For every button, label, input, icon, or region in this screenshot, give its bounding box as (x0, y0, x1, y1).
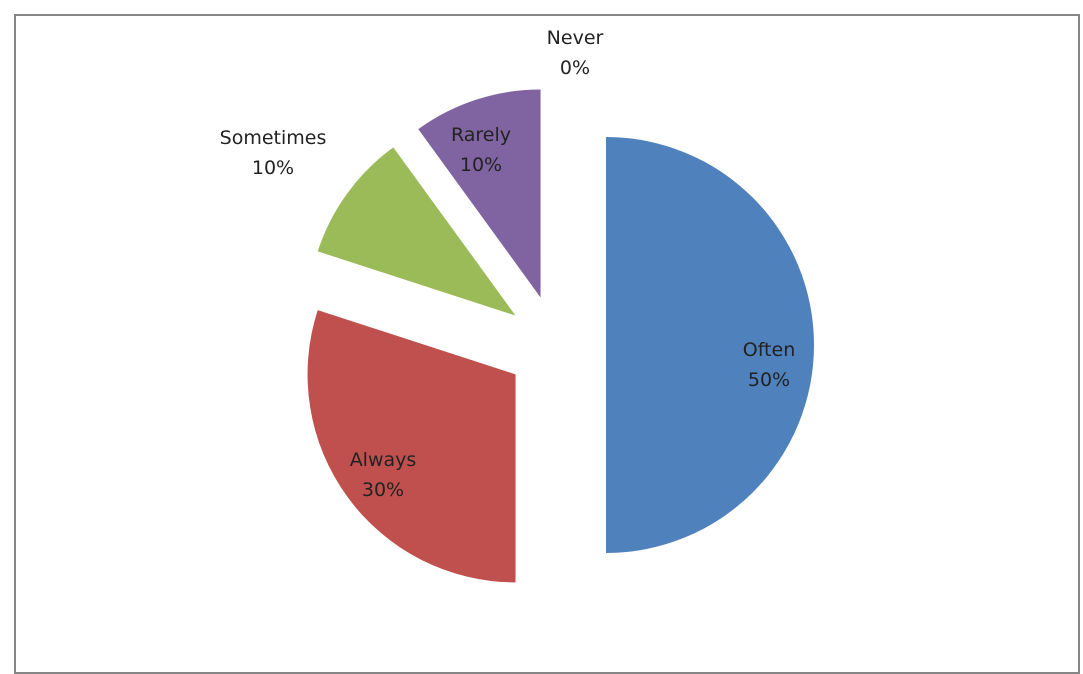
slice-percent-always: 30% (362, 479, 404, 501)
slice-label-rarely: Rarely (451, 124, 511, 146)
slice-percent-rarely: 10% (460, 154, 502, 176)
slice-percent-often: 50% (748, 369, 790, 391)
slice-label-often: Often (743, 339, 796, 361)
slice-label-always: Always (350, 449, 417, 471)
pie-slice-rarely (418, 89, 541, 298)
slice-label-sometimes: Sometimes (220, 127, 327, 149)
pie-slice-often (606, 137, 814, 553)
chart-area (14, 14, 1080, 674)
pie-slice-always (307, 310, 516, 583)
pie-labels: Often 50% Always 30% Sometimes 10% Rarely 10% Ne… (220, 27, 796, 501)
slice-percent-sometimes: 10% (252, 157, 294, 179)
pie-slices (307, 89, 814, 583)
slice-percent-never: 0% (560, 57, 590, 79)
slice-label-never: Never (547, 27, 604, 49)
pie-slice-sometimes (317, 147, 516, 316)
